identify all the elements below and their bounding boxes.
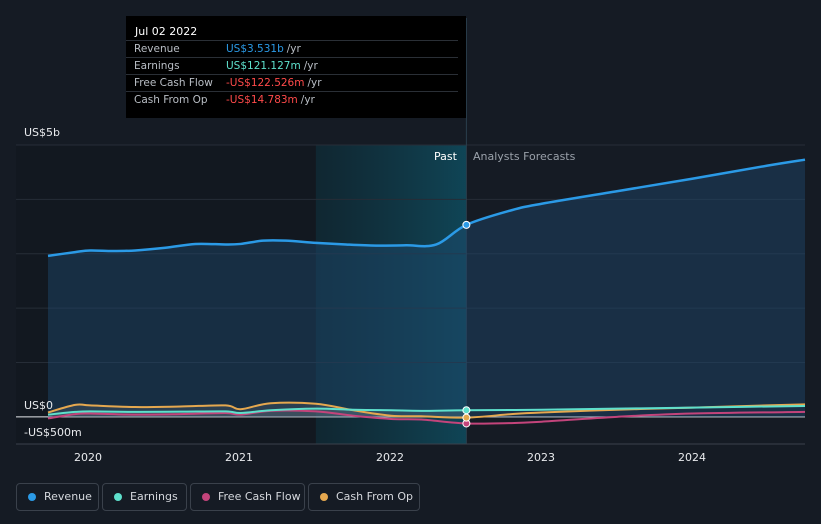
y-tick-label: US$5b (24, 126, 61, 139)
series-line-earnings (47, 404, 806, 416)
tooltip-label: Earnings (134, 60, 180, 72)
x-tick-label: 2024 (678, 451, 706, 464)
x-tick-label: 2020 (74, 451, 102, 464)
legend-label: Cash From Op (336, 490, 414, 503)
tooltip-value-text: -US$14.783m (226, 94, 298, 106)
forecast-label: Analysts Forecasts (473, 150, 576, 163)
marker-cash-from-op (462, 413, 471, 422)
tooltip-value: US$3.531b/yr (226, 43, 301, 55)
legend-dot (320, 493, 328, 501)
legend-item-earnings[interactable]: Earnings (102, 483, 187, 511)
tooltip-label: Free Cash Flow (134, 77, 213, 89)
tooltip-row-earnings: Earnings US$121.127m/yr (126, 57, 458, 75)
tooltip-date: Jul 02 2022 (135, 25, 198, 38)
tooltip-value: -US$122.526m/yr (226, 77, 322, 89)
tooltip-value: -US$14.783m/yr (226, 94, 315, 106)
legend-item-cash-from-op[interactable]: Cash From Op (308, 483, 420, 511)
marker-revenue (462, 220, 471, 229)
x-tick-label: 2021 (225, 451, 253, 464)
series-line-free-cash-flow (47, 409, 806, 425)
tooltip-label: Cash From Op (134, 94, 208, 106)
legend-item-revenue[interactable]: Revenue (16, 483, 99, 511)
x-tick-label: 2023 (527, 451, 555, 464)
tooltip-value: US$121.127m/yr (226, 60, 318, 72)
legend-label: Free Cash Flow (218, 490, 301, 503)
tooltip-value-text: US$3.531b (226, 43, 284, 55)
legend-label: Revenue (44, 490, 92, 503)
legend-dot (202, 493, 210, 501)
marker-earnings (462, 406, 471, 415)
tooltip-row-fcf: Free Cash Flow -US$122.526m/yr (126, 74, 458, 92)
tooltip-row-revenue: Revenue US$3.531b/yr (126, 40, 458, 58)
highlight-band (315, 145, 467, 444)
past-label: Past (434, 150, 457, 163)
y-tick-label: -US$500m (24, 426, 82, 439)
revenue-area (48, 159, 805, 417)
tooltip-label: Revenue (134, 43, 180, 55)
tooltip-unit: /yr (286, 43, 301, 55)
y-tick-label: US$0 (24, 399, 54, 412)
legend-item-free-cash-flow[interactable]: Free Cash Flow (190, 483, 305, 511)
tooltip-value-text: US$121.127m (226, 60, 301, 72)
legend-label: Earnings (130, 490, 178, 503)
legend-dot (114, 493, 122, 501)
legend-dot (28, 493, 36, 501)
tooltip-unit: /yr (303, 60, 318, 72)
tooltip-value-text: -US$122.526m (226, 77, 305, 89)
tooltip-unit: /yr (300, 94, 315, 106)
tooltip-row-cfo: Cash From Op -US$14.783m/yr (126, 91, 458, 109)
tooltip: Jul 02 2022 Revenue US$3.531b/yr Earning… (126, 16, 466, 118)
series-line-revenue (47, 158, 806, 258)
tooltip-unit: /yr (307, 77, 322, 89)
x-tick-label: 2022 (376, 451, 404, 464)
